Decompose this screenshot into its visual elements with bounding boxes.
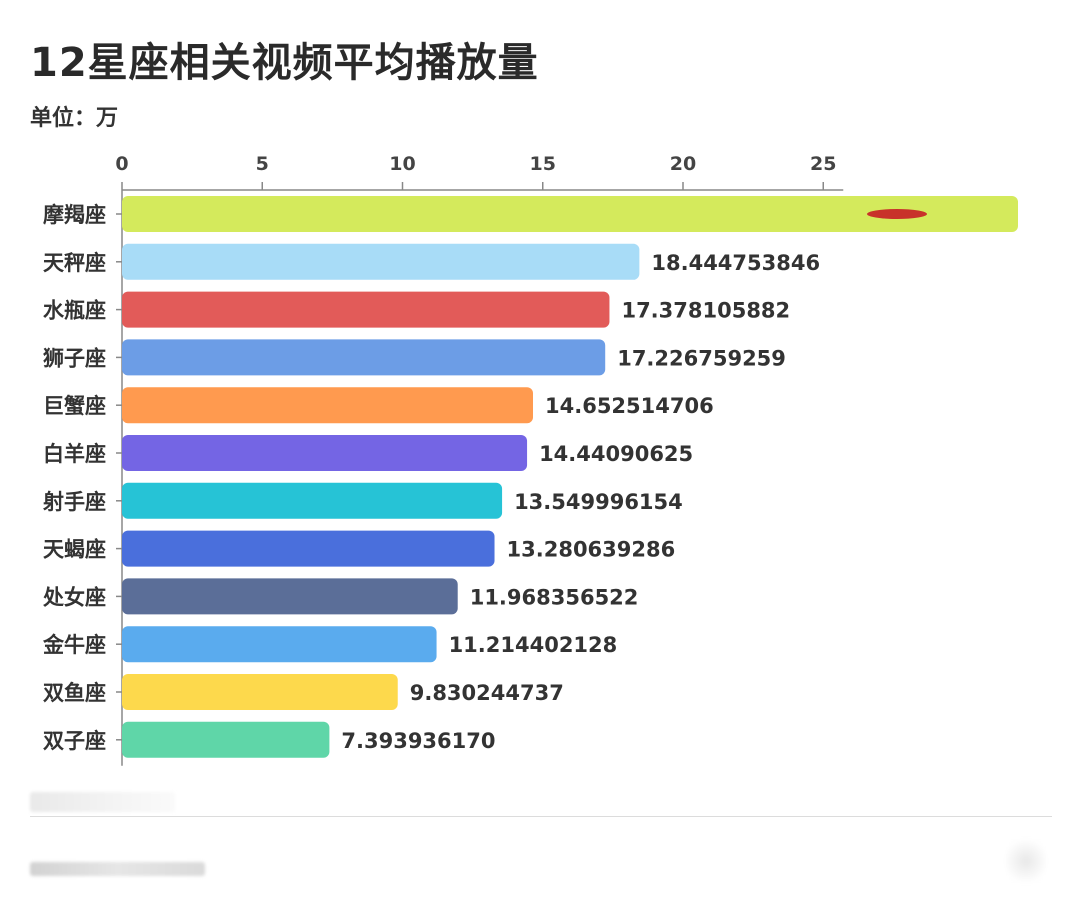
bar [122, 339, 606, 376]
category-label: 射手座 [42, 490, 106, 514]
value-label: 13.549996154 [514, 490, 683, 514]
red-mark [867, 209, 927, 219]
bar [122, 626, 437, 663]
value-label: 14.44090625 [539, 442, 693, 466]
value-label: 13.280639286 [507, 538, 676, 562]
category-label: 摩羯座 [43, 203, 106, 227]
value-label: 17.226759259 [617, 346, 786, 370]
category-label: 巨蟹座 [43, 394, 106, 418]
category-label: 双子座 [43, 729, 106, 753]
value-label: 14.652514706 [545, 394, 714, 418]
value-label: 7.393936170 [341, 729, 495, 753]
watermark-icon [1006, 836, 1046, 886]
footer-divider [30, 816, 1052, 817]
blurred-caption [30, 792, 175, 812]
value-label: 17.378105882 [621, 299, 790, 323]
value-label: 11.214402128 [449, 633, 618, 657]
category-label: 狮子座 [43, 346, 106, 370]
bar [122, 674, 398, 710]
bar [122, 243, 640, 280]
category-label: 双鱼座 [43, 681, 106, 705]
category-label: 白羊座 [43, 442, 106, 466]
bar [122, 387, 534, 424]
chart-title: 12星座相关视频平均播放量 [30, 40, 539, 86]
bar [122, 196, 1018, 232]
x-tick-label: 5 [256, 153, 269, 175]
bar [122, 291, 610, 328]
bar [122, 530, 495, 567]
category-label: 处女座 [42, 585, 106, 609]
value-label: 11.968356522 [470, 585, 639, 609]
unit-label: 单位：万 [30, 106, 119, 131]
category-label: 天蝎座 [43, 538, 106, 562]
value-label: 9.830244737 [410, 681, 564, 705]
bar [122, 721, 330, 758]
bar [122, 482, 503, 519]
category-label: 金牛座 [42, 633, 106, 657]
x-tick-label: 10 [389, 153, 415, 175]
x-tick-label: 20 [670, 153, 696, 175]
x-tick-label: 15 [530, 153, 556, 175]
blurred-footer-text [30, 862, 205, 876]
value-label: 18.444753846 [651, 251, 820, 275]
x-tick-label: 25 [810, 153, 836, 175]
bar [122, 435, 528, 471]
category-label: 水瓶座 [43, 299, 106, 323]
bar [122, 578, 458, 615]
category-label: 天秤座 [43, 251, 106, 275]
x-tick-label: 0 [115, 153, 128, 175]
